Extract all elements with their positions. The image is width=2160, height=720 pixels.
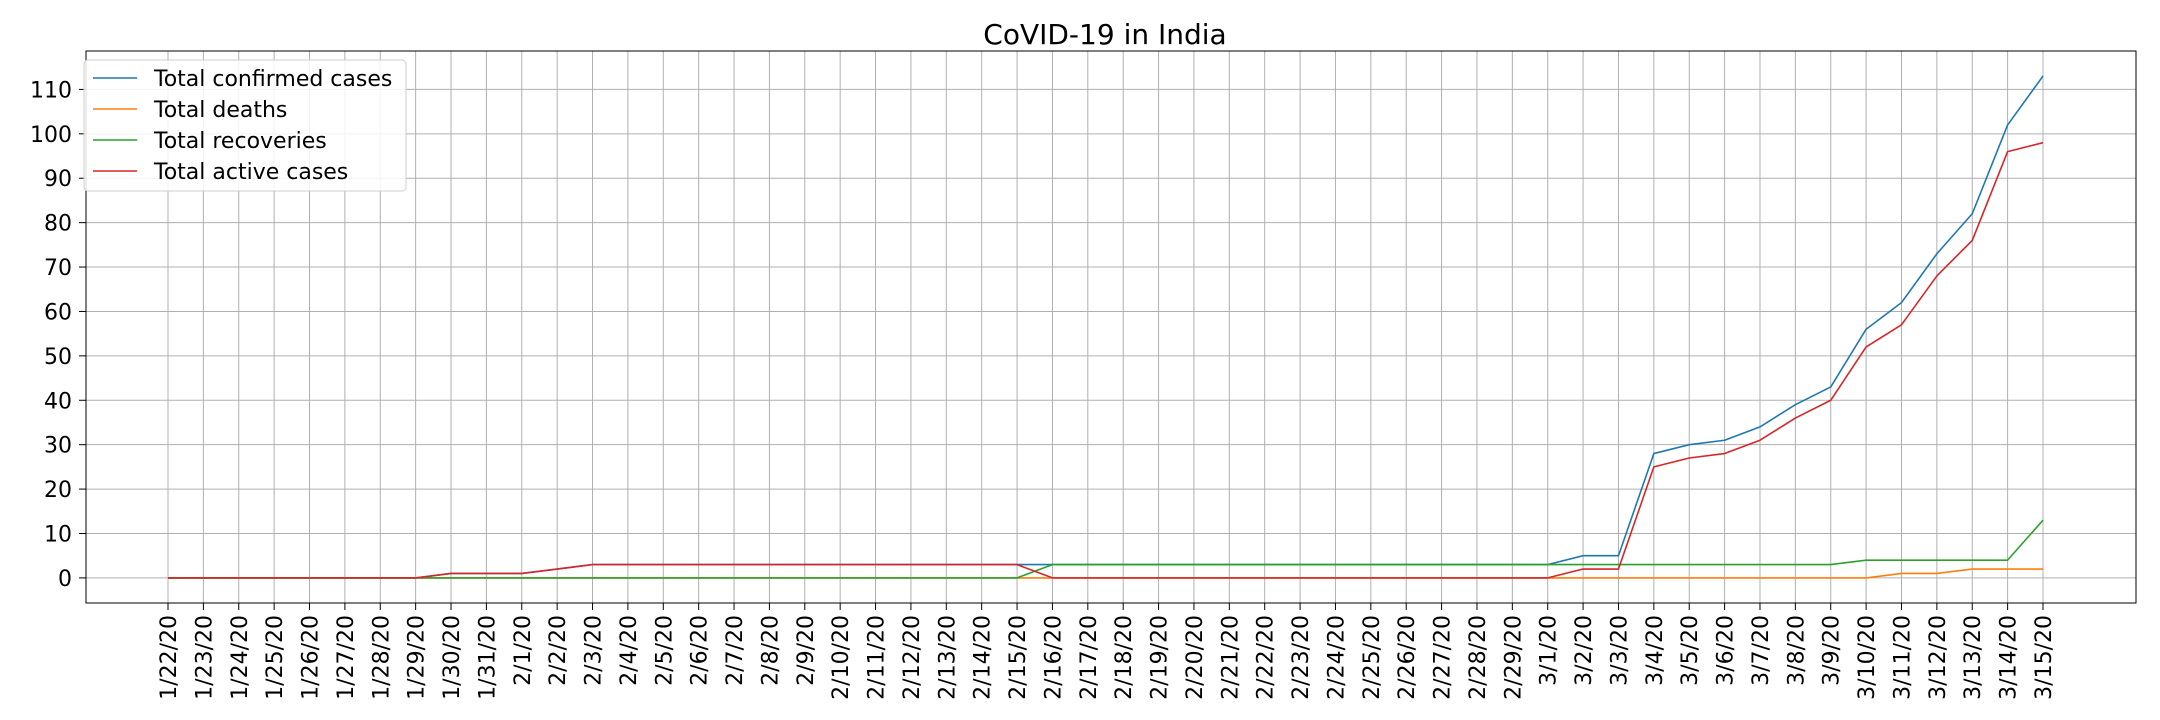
x-tick-label: 1/22/20 bbox=[157, 615, 182, 700]
plot-frame bbox=[85, 50, 2137, 604]
x-tick-label: 2/14/20 bbox=[971, 615, 996, 700]
x-tick-label: 3/2/20 bbox=[1572, 615, 1597, 686]
y-tick-label: 90 bbox=[44, 167, 72, 192]
x-tick-label: 2/8/20 bbox=[758, 615, 783, 686]
x-tick-label: 2/9/20 bbox=[794, 615, 819, 686]
x-tick-label: 3/3/20 bbox=[1607, 615, 1632, 686]
y-tick-label: 60 bbox=[44, 300, 72, 325]
x-tick-label: 3/15/20 bbox=[2032, 615, 2057, 700]
x-tick-label: 2/18/20 bbox=[1112, 615, 1137, 700]
x-tick-label: 3/11/20 bbox=[1890, 615, 1915, 700]
legend-label: Total deaths bbox=[153, 98, 287, 123]
y-tick-label: 20 bbox=[44, 478, 72, 503]
x-tick-label: 2/29/20 bbox=[1501, 615, 1526, 700]
x-tick-label: 2/20/20 bbox=[1183, 615, 1208, 700]
x-tick-label: 2/16/20 bbox=[1041, 615, 1066, 700]
x-tick-label: 3/14/20 bbox=[1997, 615, 2022, 700]
x-tick-label: 2/19/20 bbox=[1148, 615, 1173, 700]
x-tick-label: 3/8/20 bbox=[1784, 615, 1809, 686]
legend: Total confirmed cases Total deaths Total r… bbox=[83, 59, 407, 192]
x-tick-label: 2/10/20 bbox=[829, 615, 854, 700]
x-axis: 1/22/20 1/23/20 1/24/20 1/25/20 1/26/20 1/27/… bbox=[157, 603, 2057, 700]
y-axis: 0 10 20 30 40 50 60 70 80 90 100 110 bbox=[30, 78, 86, 592]
series-line-total-active-cases bbox=[168, 141, 2044, 579]
series-line-total-recoveries bbox=[168, 519, 2044, 579]
x-tick-label: 3/13/20 bbox=[1961, 615, 1986, 700]
x-tick-label: 3/7/20 bbox=[1749, 615, 1774, 686]
x-tick-label: 2/5/20 bbox=[652, 615, 677, 686]
x-tick-label: 2/11/20 bbox=[865, 615, 890, 700]
x-tick-label: 2/17/20 bbox=[1077, 615, 1102, 700]
y-tick-label: 30 bbox=[44, 434, 72, 459]
x-tick-label: 2/24/20 bbox=[1324, 615, 1349, 700]
x-tick-label: 2/13/20 bbox=[935, 615, 960, 700]
x-tick-label: 2/26/20 bbox=[1395, 615, 1420, 700]
x-tick-label: 1/26/20 bbox=[299, 615, 324, 700]
series-lines bbox=[168, 75, 2044, 579]
x-tick-label: 2/15/20 bbox=[1006, 615, 1031, 700]
chart-title: CoVID-19 in India bbox=[983, 18, 1226, 51]
y-tick-label: 100 bbox=[30, 123, 72, 148]
x-tick-label: 1/27/20 bbox=[334, 615, 359, 700]
x-tick-label: 2/25/20 bbox=[1360, 615, 1385, 700]
x-tick-label: 2/3/20 bbox=[582, 615, 607, 686]
x-tick-label: 2/7/20 bbox=[723, 615, 748, 686]
x-tick-label: 3/5/20 bbox=[1678, 615, 1703, 686]
x-tick-label: 3/10/20 bbox=[1855, 615, 1880, 700]
series-line-total-confirmed-cases bbox=[168, 75, 2044, 579]
x-tick-label: 2/12/20 bbox=[900, 615, 925, 700]
y-tick-label: 70 bbox=[44, 256, 72, 281]
x-tick-label: 2/21/20 bbox=[1218, 615, 1243, 700]
x-tick-label: 1/28/20 bbox=[369, 615, 394, 700]
x-tick-label: 2/1/20 bbox=[511, 615, 536, 686]
y-tick-label: 50 bbox=[44, 345, 72, 370]
x-tick-label: 2/6/20 bbox=[688, 615, 713, 686]
x-tick-label: 1/31/20 bbox=[475, 615, 500, 700]
x-tick-label: 1/23/20 bbox=[192, 615, 217, 700]
x-tick-label: 3/9/20 bbox=[1820, 615, 1845, 686]
x-tick-label: 1/30/20 bbox=[440, 615, 465, 700]
grid bbox=[86, 51, 2136, 603]
y-tick-label: 10 bbox=[44, 523, 72, 548]
y-tick-label: 80 bbox=[44, 212, 72, 237]
x-tick-label: 2/22/20 bbox=[1254, 615, 1279, 700]
x-tick-label: 2/23/20 bbox=[1289, 615, 1314, 700]
x-tick-label: 3/6/20 bbox=[1714, 615, 1739, 686]
y-tick-label: 110 bbox=[30, 78, 72, 103]
legend-label: Total active cases bbox=[153, 160, 348, 185]
x-tick-label: 2/2/20 bbox=[546, 615, 571, 686]
x-tick-label: 1/24/20 bbox=[228, 615, 253, 700]
y-tick-label: 0 bbox=[58, 567, 72, 592]
legend-label: Total recoveries bbox=[153, 129, 327, 154]
x-tick-label: 2/27/20 bbox=[1431, 615, 1456, 700]
y-tick-label: 40 bbox=[44, 389, 72, 414]
x-tick-label: 2/28/20 bbox=[1466, 615, 1491, 700]
x-tick-label: 2/4/20 bbox=[617, 615, 642, 686]
x-tick-label: 3/12/20 bbox=[1926, 615, 1951, 700]
legend-box bbox=[83, 59, 407, 192]
x-tick-label: 1/29/20 bbox=[405, 615, 430, 700]
x-tick-label: 1/25/20 bbox=[263, 615, 288, 700]
x-tick-label: 3/1/20 bbox=[1537, 615, 1562, 686]
legend-label: Total confirmed cases bbox=[153, 67, 392, 92]
x-tick-label: 3/4/20 bbox=[1643, 615, 1668, 686]
